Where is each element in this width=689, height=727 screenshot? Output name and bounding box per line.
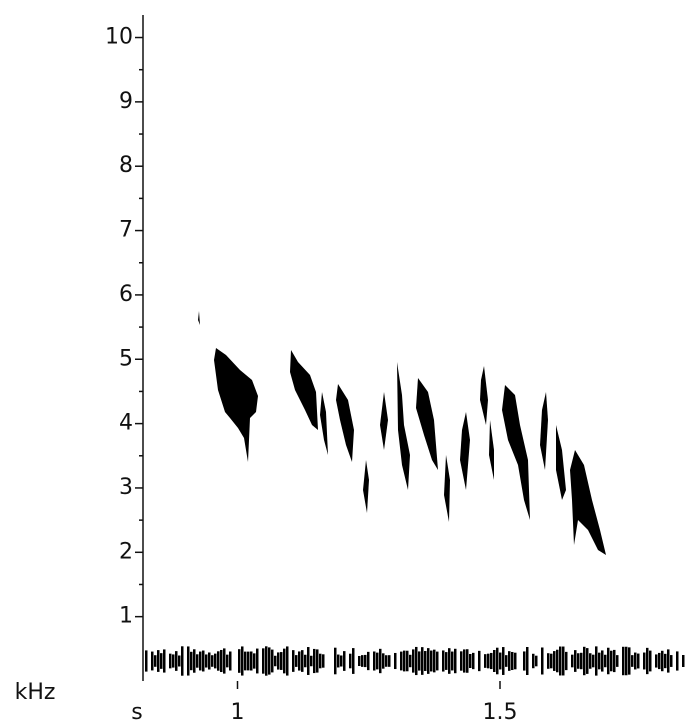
y-tick-label: 3 xyxy=(119,475,133,500)
y-tick-label: 8 xyxy=(119,153,133,178)
y-tick-label: 9 xyxy=(119,89,133,114)
y-tick-label: 6 xyxy=(119,282,133,307)
x-tick-label: 1.5 xyxy=(483,700,518,725)
y-tick-label: 5 xyxy=(119,346,133,371)
x-axis-label: s xyxy=(131,700,142,725)
y-tick-label: 7 xyxy=(119,218,133,243)
spectrogram-noise-band xyxy=(145,646,685,676)
x-tick-label: 1 xyxy=(231,700,245,725)
y-tick-label: 1 xyxy=(119,604,133,629)
y-tick-label: 2 xyxy=(119,539,133,564)
y-tick-label: 10 xyxy=(105,25,133,50)
y-tick-label: 4 xyxy=(119,411,133,436)
spectrogram-syllables xyxy=(198,311,606,555)
y-axis-label: kHz xyxy=(15,680,56,705)
